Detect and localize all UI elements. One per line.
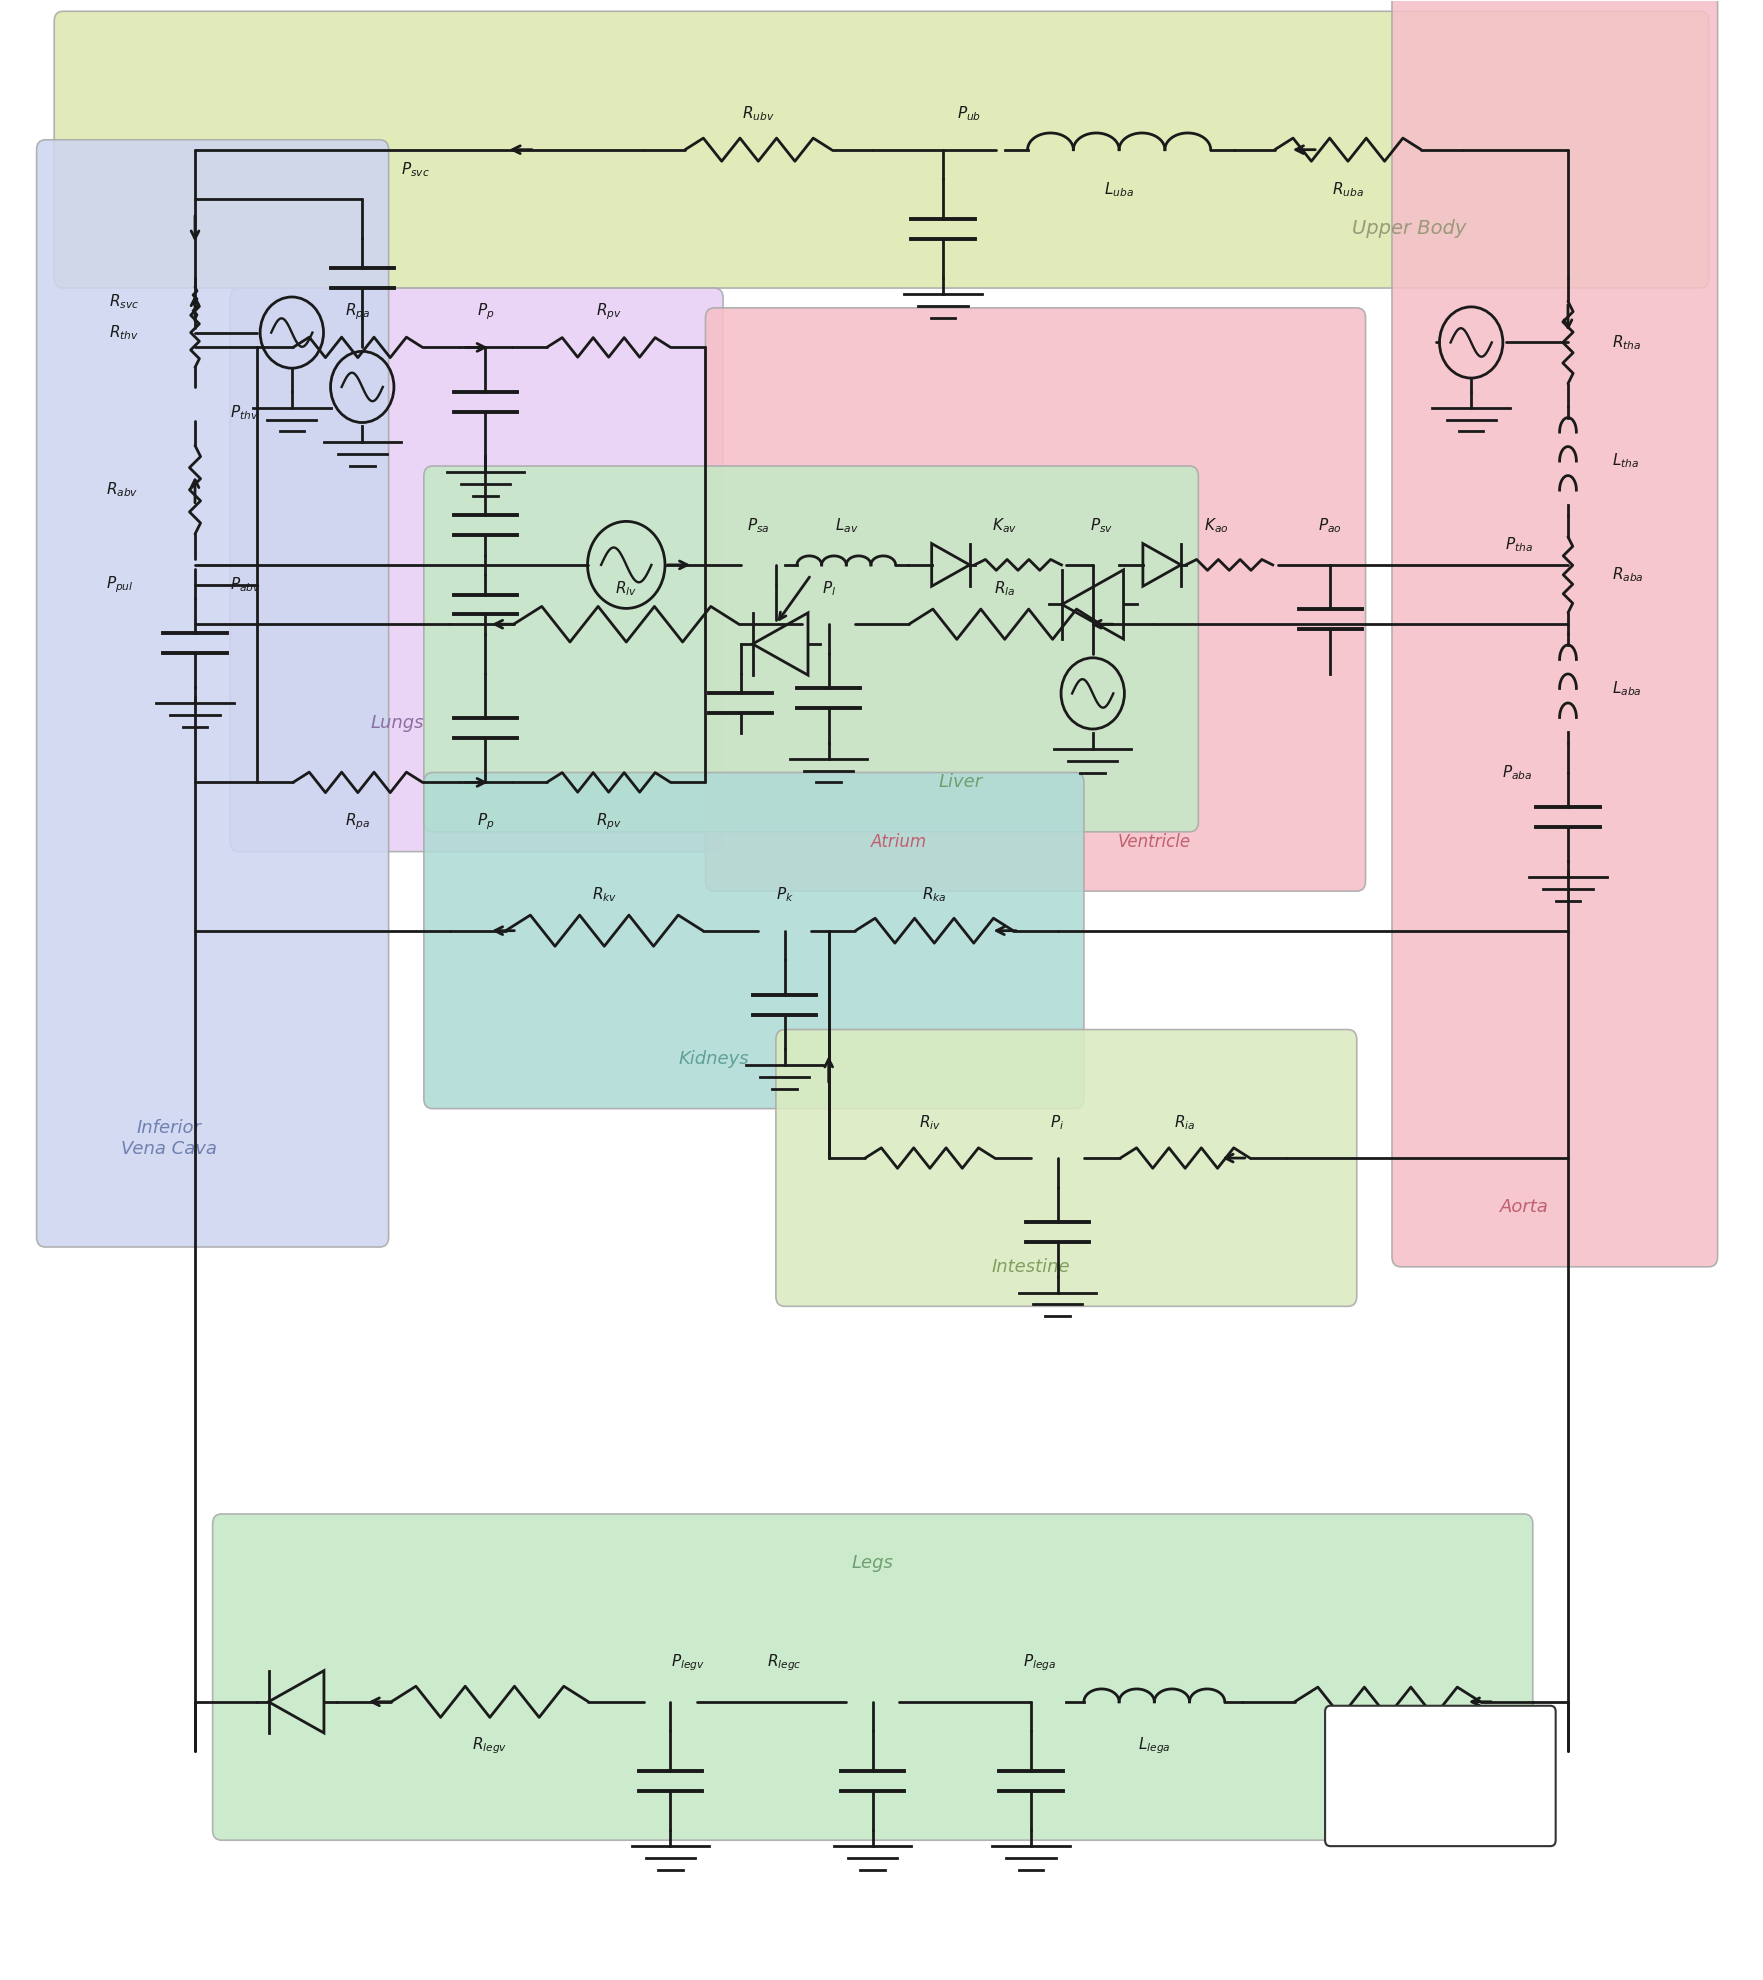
Text: $P_{ao}$: $P_{ao}$ [1319,517,1342,535]
Text: $R_{ubv}$: $R_{ubv}$ [742,105,774,123]
Text: $K_{ao}$: $K_{ao}$ [1204,517,1229,535]
FancyBboxPatch shape [213,1515,1532,1839]
FancyBboxPatch shape [705,307,1366,891]
Text: $R_{legv}$: $R_{legv}$ [472,1734,508,1756]
Text: $P_k$: $P_k$ [776,885,793,905]
Text: $L_{av}$: $L_{av}$ [834,517,859,535]
Text: $R_{pa}$: $R_{pa}$ [346,301,370,323]
Text: $R_{kv}$: $R_{kv}$ [592,885,617,905]
FancyBboxPatch shape [231,287,723,851]
Text: $P_{lega}$: $P_{lega}$ [1023,1651,1056,1673]
Text: Legs: Legs [852,1554,894,1572]
Text: $P_p$: $P_p$ [476,812,494,832]
Text: Intestine: Intestine [993,1257,1070,1275]
Text: $P_{tha}$: $P_{tha}$ [1506,537,1532,554]
Text: $L_{lega}$: $L_{lega}$ [1139,1734,1171,1756]
Text: $R_{ia}$: $R_{ia}$ [1174,1113,1195,1133]
Text: $K_{av}$: $K_{av}$ [993,517,1017,535]
Text: $P_{sa}$: $P_{sa}$ [748,517,770,535]
Text: $= P_{ith}$: $= P_{ith}$ [1419,1768,1462,1786]
Text: $L_{uba}$: $L_{uba}$ [1104,180,1134,198]
Text: $L_{aba}$: $L_{aba}$ [1611,679,1641,697]
FancyBboxPatch shape [776,1030,1358,1307]
Text: $P_{sv}$: $P_{sv}$ [1090,517,1112,535]
Text: $R_{legc}$: $R_{legc}$ [767,1651,802,1673]
Text: $R_{lega}$: $R_{lega}$ [1370,1734,1405,1756]
Text: $R_{tha}$: $R_{tha}$ [1611,333,1641,352]
Text: Upper Body: Upper Body [1352,220,1467,238]
Text: Liver: Liver [938,774,982,792]
FancyBboxPatch shape [423,465,1199,832]
Text: Ventricle: Ventricle [1118,834,1190,851]
Text: $R_{pa}$: $R_{pa}$ [346,812,370,832]
FancyBboxPatch shape [423,772,1084,1109]
Text: Aorta: Aorta [1500,1198,1548,1216]
Text: Kidneys: Kidneys [679,1049,749,1067]
Text: $P_i$: $P_i$ [1051,1113,1065,1133]
Text: $R_{la}$: $R_{la}$ [994,580,1015,598]
Text: $R_{uba}$: $R_{uba}$ [1333,180,1365,198]
Text: $R_{pv}$: $R_{pv}$ [596,301,622,323]
Text: Inferior
Vena Cava: Inferior Vena Cava [120,1119,217,1158]
Text: $P_{pul}$: $P_{pul}$ [106,574,134,594]
Text: $P_{legv}$: $P_{legv}$ [672,1651,705,1673]
Text: $P_{aba}$: $P_{aba}$ [1502,762,1532,782]
Text: $P_p$: $P_p$ [476,301,494,323]
Text: $R_{aba}$: $R_{aba}$ [1611,566,1643,584]
Text: $P_{thv}$: $P_{thv}$ [231,404,259,422]
FancyBboxPatch shape [1393,0,1717,1267]
Text: $P_l$: $P_l$ [822,580,836,598]
Text: Atrium: Atrium [871,834,927,851]
Text: $P_{svc}$: $P_{svc}$ [400,160,430,178]
Text: $P_{ub}$: $P_{ub}$ [957,105,982,123]
Text: $R_{thv}$: $R_{thv}$ [109,323,139,343]
FancyBboxPatch shape [37,141,388,1247]
Text: $P_{abv}$: $P_{abv}$ [231,576,261,594]
Text: $R_{iv}$: $R_{iv}$ [919,1113,941,1133]
FancyBboxPatch shape [1326,1705,1555,1845]
Text: $R_{ka}$: $R_{ka}$ [922,885,947,905]
Text: $R_{svc}$: $R_{svc}$ [109,293,139,311]
Text: $R_{abv}$: $R_{abv}$ [106,481,139,499]
Text: Lungs: Lungs [370,715,425,733]
Text: $L_{tha}$: $L_{tha}$ [1611,451,1640,471]
Text: $R_{lv}$: $R_{lv}$ [615,580,636,598]
FancyBboxPatch shape [55,12,1708,287]
Text: $R_{pv}$: $R_{pv}$ [596,812,622,832]
